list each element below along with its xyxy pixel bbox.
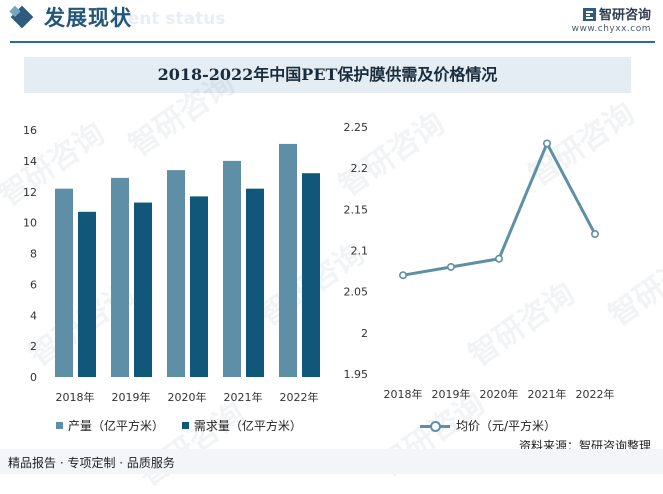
x-tick-label: 2021年 [224, 390, 263, 404]
bar-1-2021年 [246, 188, 264, 377]
line-chart: 1.95 2 2.05 2.1 2.15 2.2 2.25 2018年 2019年 2020年 20… [344, 121, 615, 401]
legend-swatch [181, 422, 189, 429]
y-tick-label: 2 [361, 327, 368, 340]
legend-label: 均价（元/平方米） [456, 419, 557, 433]
x-tick-label: 2019年 [432, 387, 471, 401]
y-tick-label: 2.2 [351, 162, 369, 175]
y-tick-label: 2.05 [344, 286, 369, 299]
line-legend: 均价（元/平方米） [420, 417, 556, 434]
y-tick-label: 6 [30, 278, 37, 291]
bar-0-2020年 [167, 170, 185, 377]
x-tick-label: 2020年 [480, 387, 519, 401]
bar-legend: 产量（亿平方米） 需求量（亿平方米） [56, 417, 302, 434]
brand-url: www.chyxx.com [571, 24, 651, 34]
y-tick-label: 16 [23, 124, 37, 137]
x-tick-label: 2020年 [168, 390, 207, 404]
y-tick-label: 14 [23, 155, 37, 168]
footer-tagline: 精品报告 · 专项定制 · 品质服务 [8, 456, 175, 470]
bar-0-2021年 [223, 160, 241, 377]
price-point-2020年 [494, 254, 503, 263]
title-banner: 2018-2022年中国PET保护膜供需及价格情况 [24, 57, 631, 93]
x-tick-label: 2022年 [280, 390, 319, 404]
brand-name: 智研咨询 [598, 8, 651, 23]
price-point-2021年 [542, 139, 551, 148]
y-tick-label: 2.15 [344, 203, 369, 216]
header: ment status 发展现状 智研咨询 www.chyxx.com [0, 0, 663, 44]
y-tick-label: 4 [30, 309, 37, 322]
bar-1-2018年 [78, 211, 96, 377]
y-tick-label: 8 [30, 248, 37, 261]
x-tick-label: 2019年 [112, 390, 151, 404]
bar-1-2020年 [190, 196, 208, 377]
y-tick-label: 0 [30, 371, 37, 384]
page-title: 发展现状 [44, 6, 132, 30]
bar-1-2022年 [302, 173, 320, 377]
legend-label: 产量（亿平方米） [68, 419, 165, 433]
bar-0-2018年 [55, 188, 73, 377]
y-tick-label: 10 [23, 217, 37, 230]
header-title-ghost: ment status [110, 9, 226, 29]
legend-swatch [56, 422, 63, 429]
brand: 智研咨询 www.chyxx.com [572, 4, 651, 34]
legend-item-demand: 需求量（亿平方米） [181, 419, 302, 433]
y-tick-label: 2.1 [351, 245, 369, 258]
bar-1-2019年 [134, 202, 152, 377]
x-tick-label: 2022年 [576, 387, 615, 401]
chart-title: 2018-2022年中国PET保护膜供需及价格情况 [157, 65, 498, 84]
y-tick-label: 2 [30, 340, 37, 353]
x-tick-label: 2021年 [528, 387, 567, 401]
y-tick-label: 12 [23, 186, 37, 199]
legend-item-production: 产量（亿平方米） [56, 419, 168, 433]
price-point-2019年 [446, 262, 455, 271]
legend-label: 需求量（亿平方米） [193, 419, 302, 433]
bar-chart: 0 2 4 6 8 10 12 14 16 2018年 2019年 2020年 2021年 2022年 [23, 124, 320, 404]
bar-0-2019年 [111, 177, 129, 377]
y-tick-label: 1.95 [344, 368, 369, 381]
x-tick-label: 2018年 [56, 390, 95, 404]
brand-logo-icon [582, 8, 596, 21]
line-marker-icon [420, 421, 450, 432]
price-point-2018年 [398, 271, 407, 280]
bar-0-2022年 [279, 143, 297, 377]
header-rule [10, 41, 655, 43]
price-point-2022年 [590, 230, 599, 239]
x-tick-label: 2018年 [384, 387, 423, 401]
footer-bar [0, 449, 663, 474]
y-tick-label: 2.25 [344, 121, 369, 134]
